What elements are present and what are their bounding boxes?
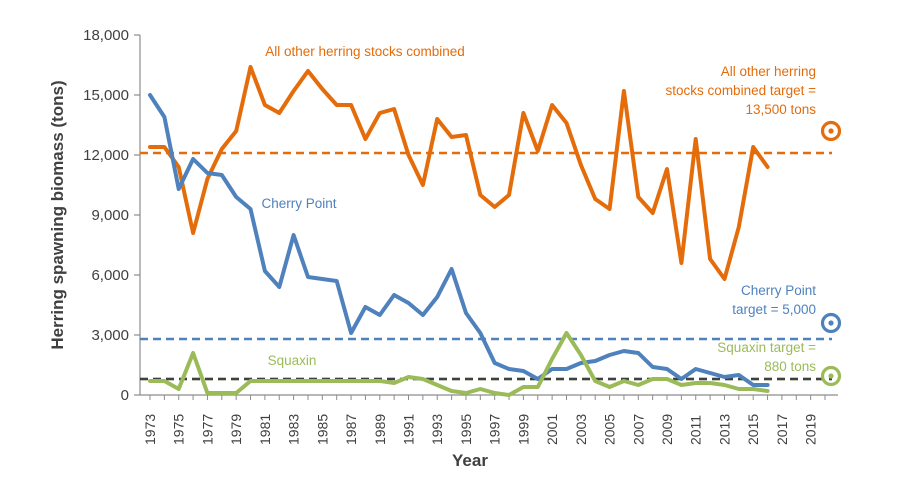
y-tick-label-6000: 6,000 bbox=[91, 267, 129, 284]
x-tick-label-2009: 2009 bbox=[659, 414, 675, 445]
series-line-cherry-point bbox=[148, 93, 770, 387]
x-tick-label-2007: 2007 bbox=[630, 414, 646, 445]
target-label-cherry-point-target: target = 5,000 bbox=[732, 302, 816, 317]
series-label-all-other-herring-stocks-combined: All other herring stocks combined bbox=[265, 44, 465, 59]
reference-lines bbox=[140, 151, 832, 381]
x-tick-label-2019: 2019 bbox=[803, 414, 819, 445]
series-label-cherry-point: Cherry Point bbox=[261, 196, 336, 211]
y-tick-label-12000: 12,000 bbox=[83, 147, 129, 164]
y-tick-label-9000: 9,000 bbox=[91, 207, 129, 224]
x-tick-label-1985: 1985 bbox=[314, 414, 330, 445]
target-label-cherry-point-target: Cherry Point bbox=[741, 283, 816, 298]
x-axis: 1973 1975 1977 1979 1981 1983 1985 1987 1989 1991… bbox=[140, 394, 838, 445]
y-axis-title: Herring spawning biomass (tons) bbox=[48, 80, 67, 349]
y-tick-label-15000: 15,000 bbox=[83, 87, 129, 104]
series-line-all-other-herring-stocks-combined bbox=[148, 65, 770, 281]
target-marker-ring bbox=[820, 365, 842, 387]
x-tick-label-1981: 1981 bbox=[257, 414, 273, 445]
y-tick-label-3000: 3,000 bbox=[91, 327, 129, 344]
target-label-squaxin-target: Squaxin target = bbox=[717, 340, 816, 355]
x-tick-label-2013: 2013 bbox=[716, 414, 732, 445]
x-tick-label-2005: 2005 bbox=[602, 414, 618, 445]
y-tick-label-18000: 18,000 bbox=[83, 27, 129, 44]
target-label-all-other-herring-stocks-combined-target: 13,500 tons bbox=[745, 102, 816, 117]
series-label-squaxin: Squaxin bbox=[268, 353, 317, 368]
x-tick-label-1999: 1999 bbox=[515, 414, 531, 445]
x-axis-title: Year bbox=[452, 451, 488, 470]
target-marker-all-other-herring-stocks-combined-target bbox=[820, 120, 842, 142]
series-lines bbox=[148, 65, 770, 397]
target-marker-squaxin-target bbox=[820, 365, 842, 387]
x-tick-label-1995: 1995 bbox=[458, 414, 474, 445]
target-label-all-other-herring-stocks-combined-target: All other herring bbox=[721, 64, 816, 79]
x-tick-label-1987: 1987 bbox=[343, 414, 359, 445]
target-label-all-other-herring-stocks-combined-target: stocks combined target = bbox=[666, 83, 817, 98]
y-tick-label-0: 0 bbox=[121, 387, 129, 404]
target-marker-ring bbox=[820, 120, 842, 142]
x-tick-label-1975: 1975 bbox=[171, 414, 187, 445]
target-marker-dot bbox=[828, 373, 834, 379]
x-tick-label-2015: 2015 bbox=[745, 414, 761, 445]
x-tick-label-2003: 2003 bbox=[573, 414, 589, 445]
x-tick-label-1991: 1991 bbox=[401, 414, 417, 445]
x-tick-label-2001: 2001 bbox=[544, 414, 560, 445]
y-axis: 0 3,000 6,000 9,000 12,000 15,000 18,000 bbox=[83, 27, 141, 404]
x-tick-label-2011: 2011 bbox=[688, 415, 704, 445]
x-tick-label-1983: 1983 bbox=[286, 414, 302, 445]
x-tick-label-1973: 1973 bbox=[142, 414, 158, 445]
x-tick-label-1977: 1977 bbox=[199, 414, 215, 445]
x-tick-label-1997: 1997 bbox=[487, 414, 503, 445]
annotations: All other herring stocks combined Cherry … bbox=[261, 44, 842, 387]
x-tick-label-1989: 1989 bbox=[372, 414, 388, 445]
target-marker-cherry-point-target bbox=[820, 312, 842, 334]
x-tick-label-2017: 2017 bbox=[774, 414, 790, 445]
x-tick-label-1993: 1993 bbox=[429, 414, 445, 445]
target-marker-dot bbox=[828, 128, 834, 134]
target-label-squaxin-target: 880 tons bbox=[764, 359, 816, 374]
series-line-squaxin bbox=[148, 331, 770, 397]
target-marker-dot bbox=[828, 320, 834, 326]
target-marker-ring bbox=[820, 312, 842, 334]
x-tick-label-1979: 1979 bbox=[228, 414, 244, 445]
